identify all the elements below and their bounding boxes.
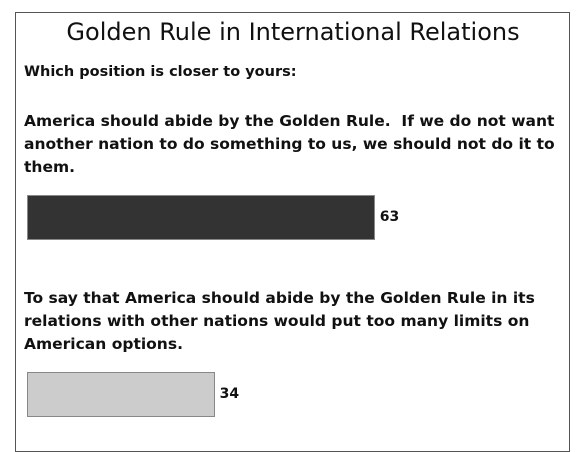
subtitle: Which position is closer to yours: [24, 64, 297, 80]
chart: Golden Rule in International Relations W… [15, 12, 570, 452]
value-label: 34 [219, 386, 240, 402]
chart-title: Golden Rule in International Relations [66, 18, 520, 46]
bar [27, 372, 215, 417]
value-label: 63 [379, 209, 400, 225]
category-label: To say that America should abide by the … [24, 289, 541, 353]
category-label: America should abide by the Golden Rule.… [24, 112, 561, 176]
bar [27, 195, 375, 240]
